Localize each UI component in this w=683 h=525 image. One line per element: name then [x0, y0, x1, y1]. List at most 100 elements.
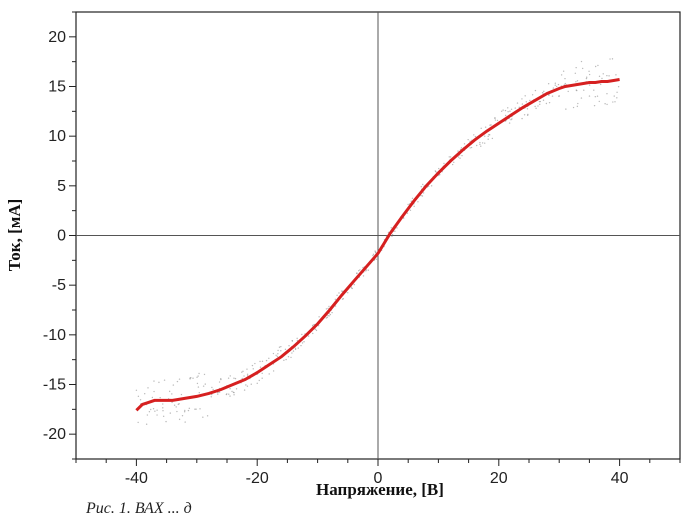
scatter-point: [420, 194, 422, 197]
scatter-point: [469, 140, 471, 142]
scatter-point: [557, 83, 560, 86]
scatter-point: [211, 393, 213, 396]
scatter-point: [231, 390, 233, 393]
scatter-point: [250, 383, 252, 385]
scatter-point: [162, 403, 164, 405]
scatter-point: [548, 101, 551, 104]
scatter-point: [489, 124, 491, 126]
scatter-point: [328, 305, 330, 308]
scatter-point: [153, 390, 155, 393]
scatter-point: [181, 415, 184, 417]
scatter-point: [199, 408, 201, 410]
scatter-point: [163, 379, 166, 381]
scatter-point: [303, 341, 305, 343]
scatter-point: [396, 227, 398, 229]
y-tick-label: 10: [48, 128, 66, 145]
scatter-point: [139, 399, 142, 401]
scatter-point: [394, 230, 396, 232]
scatter-point: [233, 394, 235, 396]
scatter-point: [362, 275, 365, 277]
scatter-point: [212, 388, 214, 391]
scatter-point: [312, 332, 314, 335]
x-tick-label: 0: [374, 470, 383, 487]
scatter-point: [448, 156, 450, 158]
scatter-point: [469, 147, 471, 149]
scatter-point: [315, 329, 318, 332]
scatter-point: [296, 337, 298, 340]
scatter-point: [481, 142, 484, 144]
scatter-point: [265, 359, 268, 362]
scatter-point: [156, 414, 158, 416]
scatter-point: [246, 373, 249, 376]
scatter-point: [576, 105, 579, 108]
scatter-point: [334, 305, 337, 307]
scatter-point: [190, 377, 192, 379]
scatter-point: [218, 391, 221, 393]
scatter-point: [593, 104, 596, 107]
scatter-point: [564, 82, 567, 85]
scatter-point: [235, 388, 238, 390]
scatter-point: [162, 415, 165, 418]
scatter-point: [615, 74, 617, 76]
scatter-point: [521, 98, 523, 100]
scatter-point: [372, 253, 375, 256]
scatter-point: [246, 368, 248, 370]
scatter-point: [233, 377, 235, 379]
scatter-point: [154, 410, 156, 412]
scatter-point: [137, 395, 140, 398]
scatter-point: [596, 95, 599, 97]
scatter-point: [616, 97, 618, 99]
scatter-point: [526, 108, 529, 110]
scatter-point: [593, 89, 595, 91]
scatter-point: [217, 393, 219, 395]
scatter-point: [338, 292, 340, 294]
scatter-point: [534, 105, 536, 108]
scatter-point: [577, 102, 579, 105]
scatter-point: [484, 135, 486, 137]
scatter-point: [327, 314, 329, 317]
scatter-point: [288, 345, 290, 347]
scatter-point: [175, 406, 177, 408]
scatter-point: [494, 117, 496, 119]
scatter-point: [188, 407, 191, 410]
scatter-point: [356, 272, 358, 274]
scatter-point: [285, 358, 287, 361]
scatter-point: [171, 393, 173, 395]
scatter-point: [508, 122, 511, 124]
scatter-point: [158, 381, 160, 384]
scatter-point: [291, 340, 293, 342]
scatter-point: [583, 89, 585, 91]
scatter-point: [336, 294, 338, 297]
scatter-point: [197, 375, 199, 377]
scatter-point: [290, 356, 292, 359]
scatter-point: [311, 324, 314, 327]
scatter-point: [484, 126, 487, 128]
scatter-point: [430, 185, 433, 187]
scatter-point: [507, 111, 509, 113]
scatter-point: [560, 74, 563, 76]
scatter-point: [351, 287, 353, 290]
x-tick-label: 40: [611, 470, 629, 487]
scatter-point: [580, 60, 583, 63]
scatter-point: [539, 103, 541, 106]
scatter-point: [594, 65, 597, 68]
y-tick-label: 15: [48, 79, 66, 96]
scatter-point: [365, 269, 368, 271]
scatter-point: [277, 349, 279, 352]
scatter-point: [617, 85, 620, 88]
scatter-point: [479, 143, 481, 146]
scatter-point: [169, 412, 172, 414]
scatter-point: [359, 269, 361, 271]
scatter-point: [562, 70, 565, 72]
scatter-point: [374, 250, 376, 252]
scatter-point: [490, 124, 492, 126]
scatter-point: [198, 372, 200, 375]
scatter-point: [146, 414, 149, 416]
scatter-point: [611, 58, 614, 60]
scatter-point: [334, 298, 337, 301]
scatter-point: [283, 359, 285, 362]
scatter-point: [229, 375, 231, 377]
scatter-point: [421, 195, 424, 197]
scatter-point: [574, 72, 577, 74]
scatter-point: [284, 348, 287, 351]
